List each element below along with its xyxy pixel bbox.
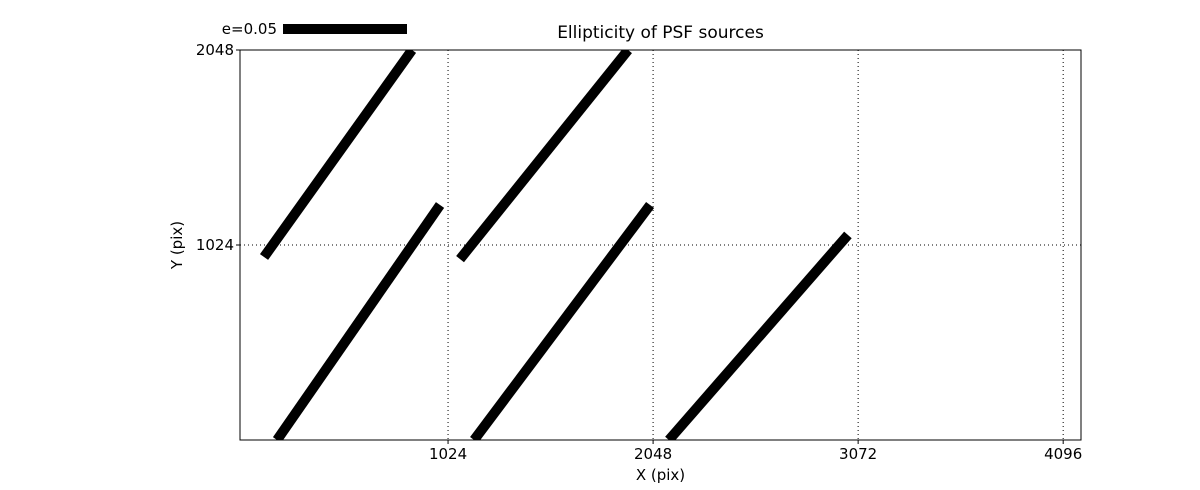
y-tick-label-2048: 2048 [196, 41, 234, 59]
whisker-group [259, 50, 852, 440]
ellipticity-whisker-1 [259, 50, 417, 260]
ellipticity-whisker-4 [470, 202, 655, 440]
ellipticity-whisker-3 [456, 50, 632, 263]
legend-scale-bar [283, 24, 407, 34]
x-tick-label-1024: 1024 [429, 445, 467, 463]
legend-label: e=0.05 [221, 20, 277, 38]
y-axis-label: Y (pix) [168, 220, 186, 270]
x-axis-label: X (pix) [635, 466, 686, 484]
x-tick-label-3072: 3072 [839, 445, 877, 463]
chart-title: Ellipticity of PSF sources [557, 23, 764, 43]
x-tick-label-2048: 2048 [634, 445, 672, 463]
x-tick-label-4096: 4096 [1044, 445, 1082, 463]
y-tick-label-1024: 1024 [196, 236, 234, 254]
ellipticity-whisker-5 [665, 231, 852, 440]
ellipticity-whisker-2 [272, 202, 445, 440]
